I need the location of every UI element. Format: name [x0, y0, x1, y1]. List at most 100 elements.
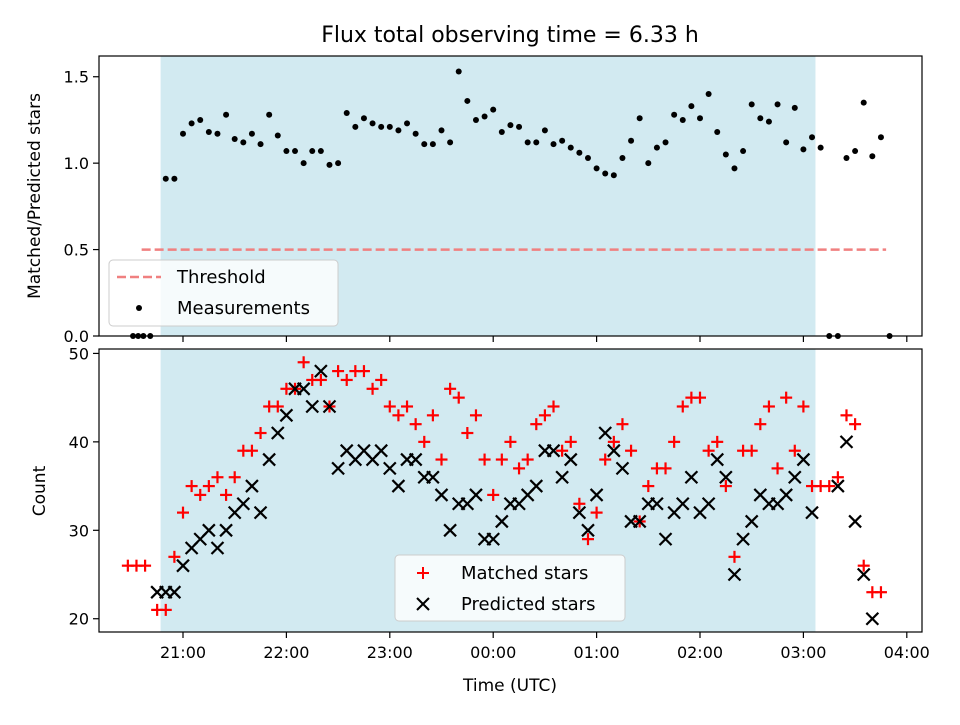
measurement-point	[386, 123, 393, 130]
measurement-point	[662, 139, 669, 146]
measurement-point	[309, 148, 316, 155]
matched-star-point	[590, 506, 603, 519]
measurement-point	[404, 120, 411, 127]
matched-star-point	[401, 400, 414, 413]
top-legend-box	[108, 259, 339, 327]
measurement-point	[248, 130, 255, 137]
predicted-star-point	[796, 452, 811, 467]
measurement-point	[274, 132, 281, 139]
measurement-point	[421, 141, 428, 148]
measurement-point	[395, 127, 402, 134]
measurement-point	[860, 99, 867, 106]
predicted-star-point	[675, 496, 690, 511]
predicted-star-point	[322, 399, 337, 414]
matched-star-point	[159, 603, 172, 616]
matched-star-point	[625, 444, 638, 457]
matched-star-point	[857, 559, 870, 572]
matched-star-point	[797, 400, 810, 413]
predicted-star-point	[658, 532, 673, 546]
matched-star-point	[780, 391, 793, 404]
matched-star-point	[573, 497, 586, 510]
predicted-star-point	[236, 496, 251, 511]
measurement-point	[688, 103, 695, 110]
predicted-star-point	[598, 426, 612, 440]
measurement-point	[171, 175, 178, 182]
predicted-star-point	[434, 488, 449, 502]
top-x-ticks	[182, 336, 908, 342]
predicted-star-point	[856, 567, 871, 582]
bottom-legend: Matched stars Predicted stars	[394, 554, 626, 622]
measurement-point	[412, 130, 419, 137]
predicted-star-point	[779, 488, 793, 502]
bottom-x-tick-label: 02:00	[677, 643, 723, 662]
measurement-point	[240, 139, 247, 146]
measurement-point	[679, 116, 686, 123]
matched-star-point	[392, 409, 405, 422]
matched-star-point	[530, 418, 543, 431]
predicted-star-point	[581, 523, 595, 538]
measurement-point	[438, 127, 445, 134]
matched-star-point	[426, 409, 439, 422]
top-y-tick-label: 0.0	[64, 327, 89, 346]
matched-star-point	[788, 444, 801, 457]
matched-star-point	[452, 391, 465, 404]
predicted-star-point	[331, 461, 345, 476]
measurement-point	[369, 120, 376, 127]
matched-star-point	[220, 488, 233, 501]
matched-star-point	[139, 559, 152, 572]
matched-star-point	[745, 444, 758, 457]
measurement-point	[748, 101, 755, 108]
measurement-point	[343, 110, 350, 117]
measurement-point	[843, 154, 850, 161]
measurement-point	[283, 148, 290, 155]
matched-star-point	[874, 586, 887, 599]
top-y-tick-label: 1.5	[64, 68, 89, 87]
measurement-point	[869, 153, 876, 160]
predicted-star-point	[202, 523, 216, 538]
matched-star-point	[332, 365, 345, 378]
bottom-x-ticks: 21:00 22:00 23:00 00:00 01:00 02:00 03:00 04:00	[160, 632, 930, 662]
measurement-point	[593, 165, 600, 172]
bottom-x-tick-label: 04:00	[884, 643, 930, 662]
measurement-point	[464, 97, 471, 104]
matched-star-point	[676, 400, 689, 413]
measurement-point	[266, 111, 273, 118]
measurement-point	[188, 120, 195, 127]
matched-star-point	[556, 444, 569, 457]
matched-star-point	[228, 471, 241, 484]
measurement-point	[852, 148, 859, 155]
measurement-point	[335, 160, 342, 167]
measurement-point	[731, 165, 738, 172]
predicted-star-point	[684, 470, 699, 485]
predicted-star-point	[426, 470, 440, 485]
measurement-point	[223, 111, 230, 118]
predicted-star-point	[486, 532, 500, 546]
predicted-star-point	[391, 479, 406, 493]
measurement-point	[619, 154, 626, 161]
matched-star-point	[366, 382, 379, 395]
matched-star-point	[711, 435, 724, 448]
bottom-y-tick-label: 20	[69, 610, 89, 629]
bottom-panel: 20 30 40 50 21:00 22:00 23:00 00:00 01:00 02:00 0…	[30, 344, 930, 696]
chart-title: Flux total observing time = 6.33 h	[321, 23, 699, 48]
x-axis-label: Time (UTC)	[462, 676, 557, 696]
matched-star-point	[840, 409, 853, 422]
measurement-point	[507, 122, 514, 129]
top-y-tick-label: 1.0	[64, 154, 89, 173]
matched-star-point	[469, 409, 482, 422]
predicted-star-point	[632, 514, 647, 529]
bottom-y-tick-label: 40	[69, 433, 89, 452]
predicted-star-point	[572, 505, 587, 520]
legend-matched-swatch	[417, 567, 429, 579]
measurement-point	[800, 146, 807, 153]
matched-star-point	[694, 391, 706, 404]
measurement-point	[636, 115, 643, 122]
predicted-star-point	[650, 496, 664, 511]
measurement-point	[524, 139, 531, 146]
bottom-x-tick-label: 23:00	[367, 643, 413, 662]
matched-star-point	[271, 400, 284, 413]
top-axes-frame	[98, 55, 923, 337]
predicted-star-point	[701, 496, 716, 511]
matched-star-point	[185, 480, 198, 493]
